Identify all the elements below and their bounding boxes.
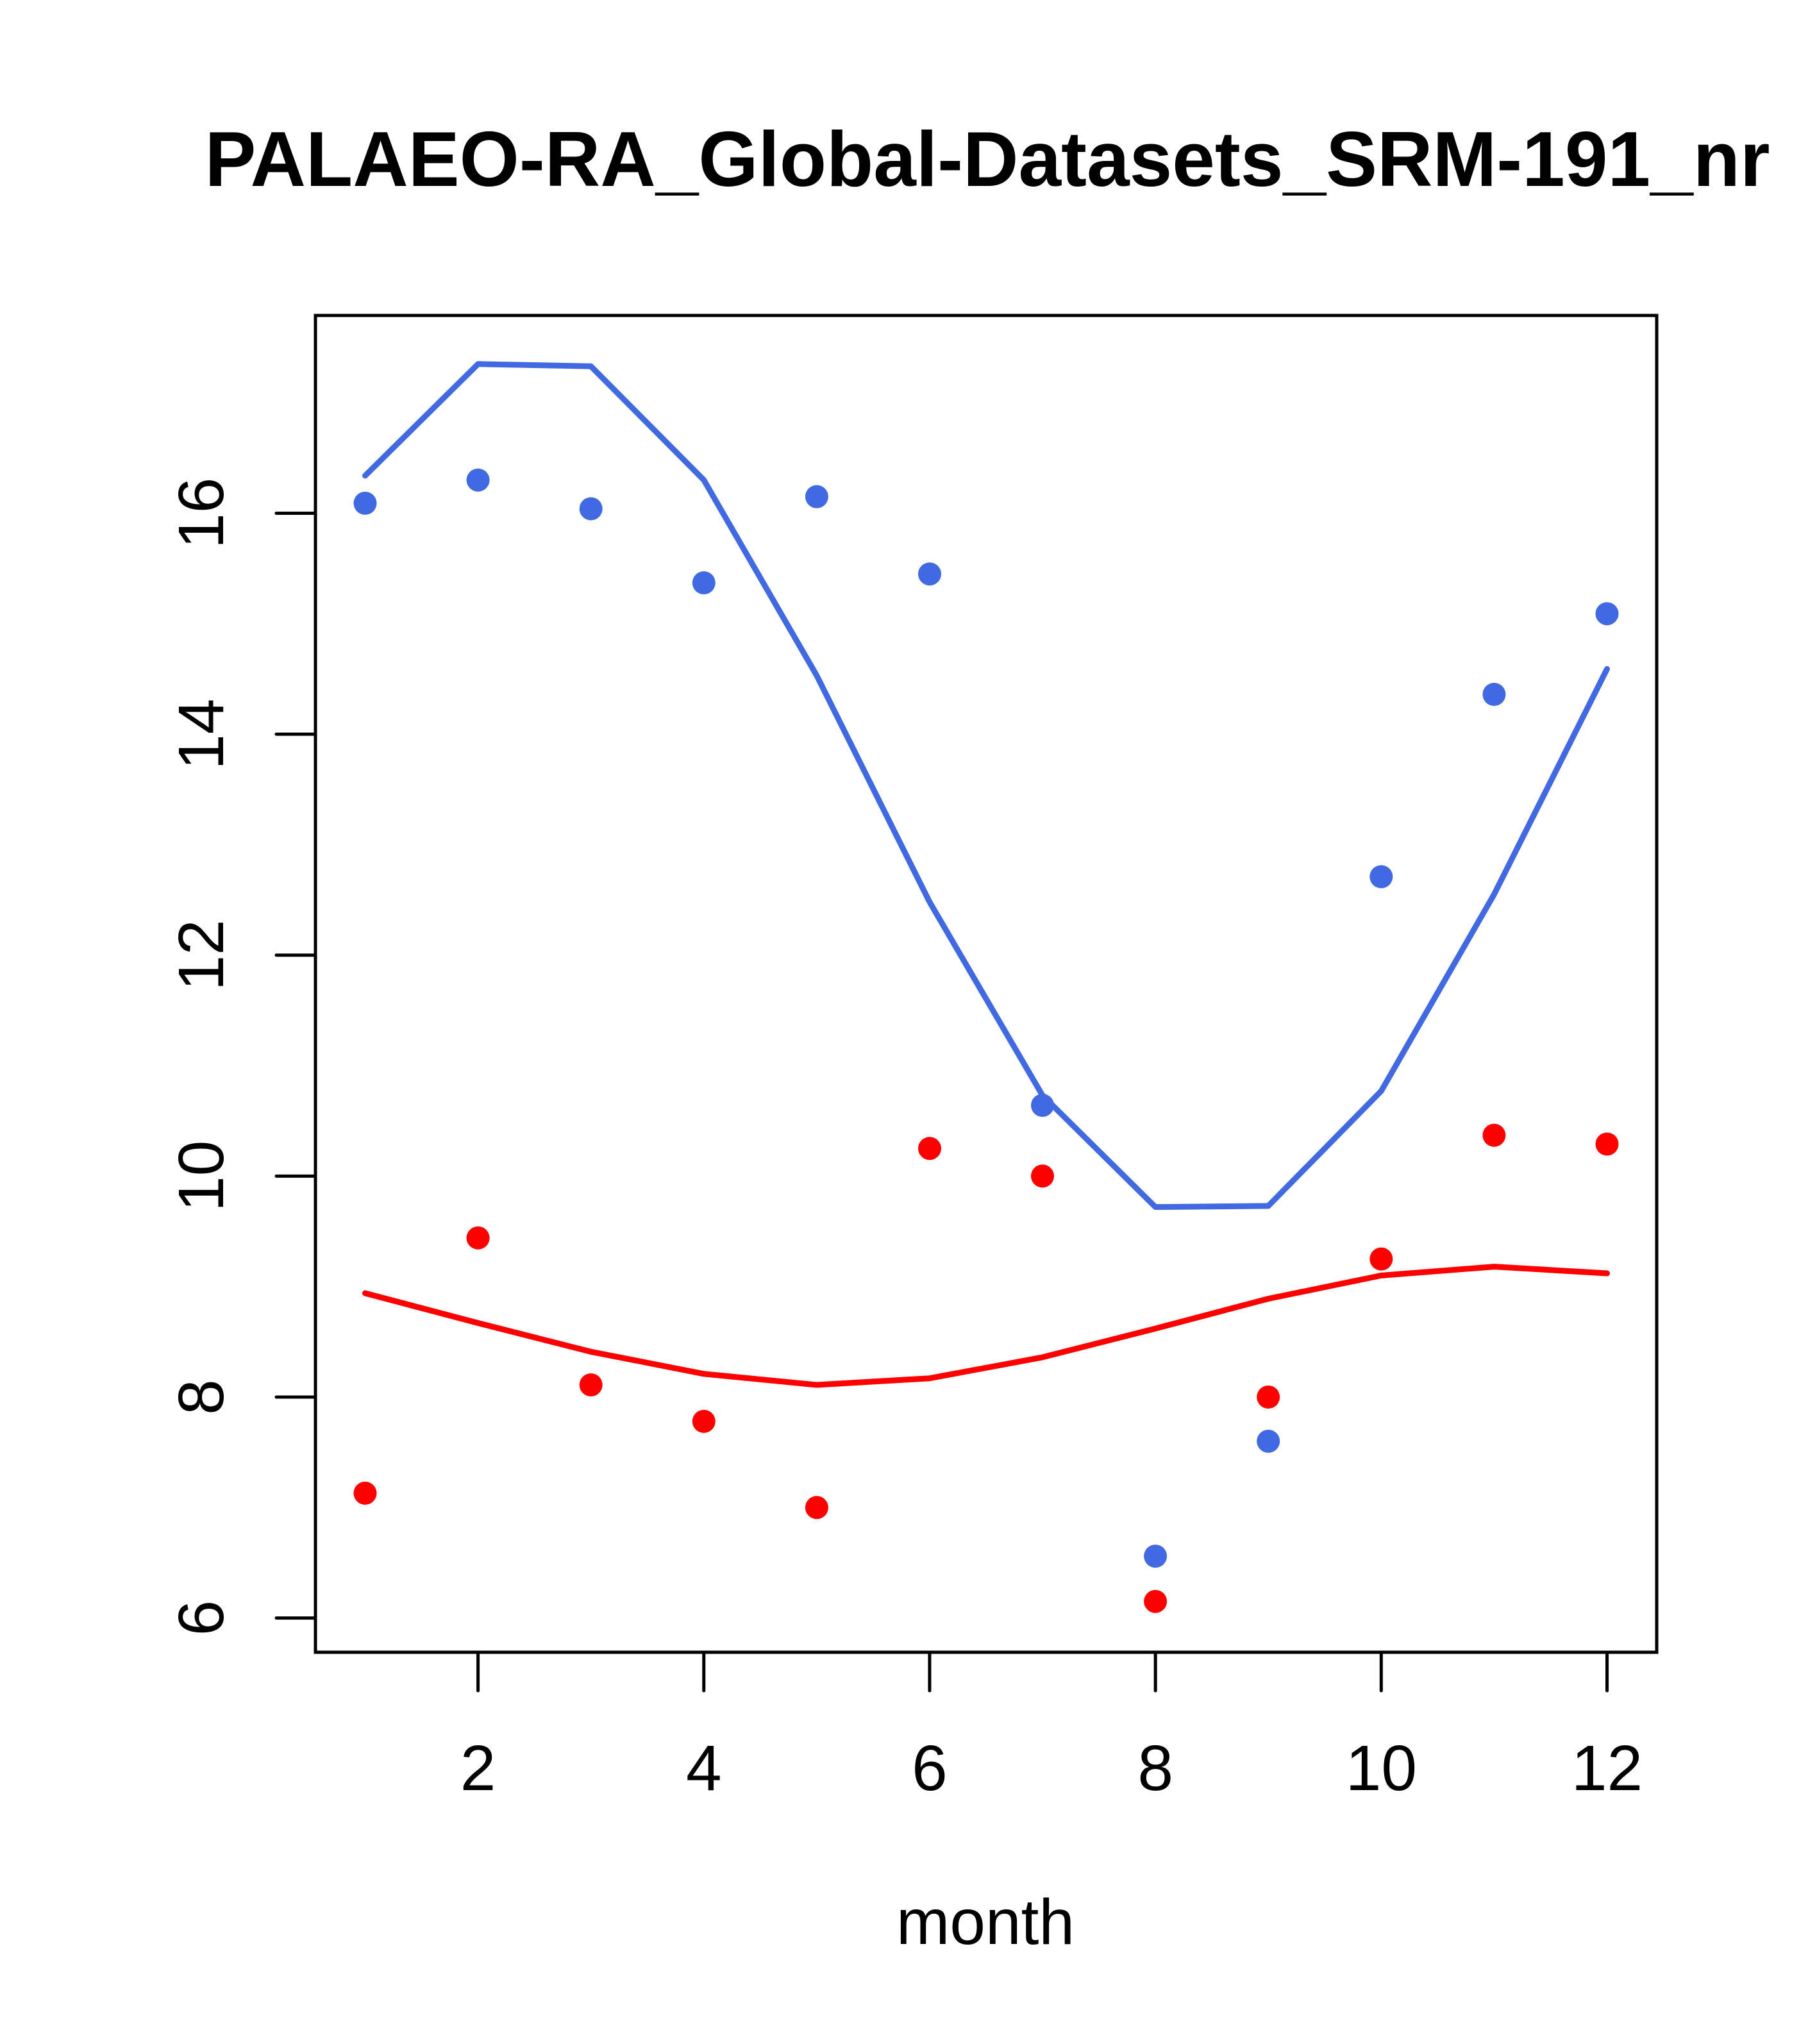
series-layer (353, 361, 1619, 1613)
x-axis-label: month (896, 1886, 1075, 1958)
y-axis: 6 8 10 12 14 16 (165, 478, 317, 1636)
x-tick-label: 6 (912, 1732, 948, 1804)
red-data-point (579, 1373, 603, 1396)
blue-data-point (353, 491, 377, 515)
y-tick-label: 8 (165, 1379, 237, 1415)
y-tick-label: 16 (165, 478, 237, 549)
red-data-point (1369, 1247, 1393, 1271)
blue-data-point (1144, 1545, 1168, 1568)
red-data-point (1257, 1386, 1280, 1409)
red-data-point (466, 1226, 490, 1250)
blue-data-point (579, 497, 603, 521)
x-tick-label: 10 (1346, 1732, 1417, 1804)
blue-line-series-line (362, 361, 1610, 1210)
y-tick-label: 12 (165, 919, 237, 991)
red-data-point (692, 1409, 716, 1433)
plot-frame (314, 314, 1659, 1654)
red-data-point (1031, 1164, 1054, 1188)
blue-data-point (1031, 1094, 1054, 1117)
y-tick-label: 6 (165, 1600, 237, 1636)
y-tick-label: 14 (165, 698, 237, 769)
red-line-series-line (362, 1264, 1610, 1388)
x-tick-label: 2 (460, 1732, 496, 1804)
x-axis: 2 4 6 8 10 12 (460, 1650, 1643, 1804)
blue-points-group (353, 468, 1619, 1568)
plot-area (314, 314, 1659, 1654)
red-points-group (353, 1123, 1619, 1613)
blue-data-point (466, 468, 490, 492)
red-data-point (918, 1137, 941, 1160)
blue-data-point (1595, 602, 1619, 626)
red-data-point (353, 1481, 377, 1505)
y-tick-label: 10 (165, 1141, 237, 1212)
chart-title: PALAEO-RA_Global-Datasets_SRM-191_nr (205, 115, 1770, 203)
blue-data-point (1482, 683, 1506, 706)
red-data-point (1144, 1589, 1168, 1613)
blue-data-point (918, 562, 941, 586)
blue-data-point (692, 571, 716, 594)
red-data-point (1595, 1132, 1619, 1156)
blue-data-point (805, 485, 828, 508)
red-data-point (1482, 1123, 1506, 1147)
x-tick-label: 8 (1137, 1732, 1173, 1804)
x-tick-label: 4 (686, 1732, 722, 1804)
red-data-point (805, 1496, 828, 1520)
x-tick-label: 12 (1571, 1732, 1643, 1804)
blue-data-point (1257, 1429, 1280, 1453)
blue-data-point (1369, 865, 1393, 889)
